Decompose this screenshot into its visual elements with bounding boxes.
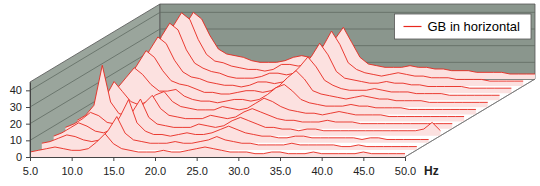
y-axis-line: [30, 83, 31, 158]
y-tick-label: 0: [16, 151, 22, 163]
x-tick-label: 10.0: [61, 165, 82, 177]
legend-box: [395, 14, 532, 39]
x-tick-mark: [280, 157, 281, 161]
x-tick-label: 45.0: [353, 165, 374, 177]
x-tick: 25.0: [186, 157, 207, 177]
x-tick-mark: [30, 157, 31, 161]
slice-fill: [30, 134, 405, 157]
x-tick-label: 15.0: [103, 165, 124, 177]
x-tick-mark: [197, 157, 198, 161]
x-tick-label: 5.0: [23, 165, 38, 177]
x-tick: 5.0: [23, 157, 38, 177]
plot-area: [30, 12, 535, 157]
grid-line: [160, 12, 535, 13]
y-tick-label: 30: [10, 101, 22, 113]
x-tick-label: 30.0: [228, 165, 249, 177]
legend-swatch: [404, 26, 422, 27]
floor-edge: [405, 79, 535, 157]
x-tick: 15.0: [103, 157, 124, 177]
legend-label: GB in horizontal: [428, 19, 521, 34]
y-tick: 0: [16, 151, 30, 163]
y-tick-mark: [26, 124, 30, 125]
x-tick-mark: [363, 157, 364, 161]
x-axis-title: Hz: [424, 164, 439, 178]
y-tick-label: 40: [10, 84, 22, 96]
x-tick-label: 25.0: [186, 165, 207, 177]
grid: [30, 12, 535, 157]
x-tick-mark: [322, 157, 323, 161]
x-tick-mark: [72, 157, 73, 161]
x-tick: 10.0: [61, 157, 82, 177]
x-tick: 20.0: [145, 157, 166, 177]
y-axis: 0 10 20 30 40: [10, 83, 31, 164]
y-tick: 10: [10, 134, 30, 146]
x-tick-mark: [405, 157, 406, 161]
y-tick: 20: [10, 118, 30, 130]
slice-line: [30, 134, 405, 154]
y-tick-mark: [26, 140, 30, 141]
x-tick: 50.0: [395, 157, 416, 177]
y-tick-label: 10: [10, 134, 22, 146]
x-tick: 40.0: [311, 157, 332, 177]
x-tick-label: 35.0: [270, 165, 291, 177]
legend: GB in horizontal: [395, 14, 532, 39]
x-tick: 45.0: [353, 157, 374, 177]
x-tick-mark: [238, 157, 239, 161]
y-tick-mark: [26, 107, 30, 108]
x-tick-label: 20.0: [145, 165, 166, 177]
x-tick-label: 50.0: [395, 165, 416, 177]
chart: 0 10 20 30 40 5.0 10.0 15.0 20.0 25.0 30.0 35.0 40.0…: [0, 0, 540, 186]
x-tick: 30.0: [228, 157, 249, 177]
x-tick-mark: [155, 157, 156, 161]
walls: [30, 4, 535, 157]
x-tick-mark: [113, 157, 114, 161]
x-tick: 35.0: [270, 157, 291, 177]
x-tick-label: 40.0: [311, 165, 332, 177]
y-tick: 40: [10, 84, 30, 96]
y-tick-label: 20: [10, 118, 22, 130]
y-tick: 30: [10, 101, 30, 113]
y-tick-mark: [26, 90, 30, 91]
y-tick-mark: [26, 157, 30, 158]
x-axis-line: [31, 157, 406, 158]
x-axis: 5.0 10.0 15.0 20.0 25.0 30.0 35.0 40.0 45.0 50.0: [23, 157, 416, 177]
